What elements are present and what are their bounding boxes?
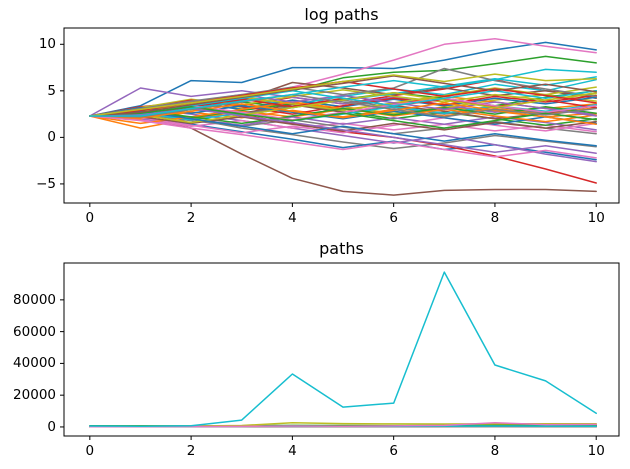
series-line bbox=[89, 115, 597, 132]
series-line bbox=[89, 41, 597, 117]
plot-area bbox=[89, 271, 597, 428]
series-line bbox=[89, 110, 597, 147]
y-tick-label: −5 bbox=[36, 175, 56, 192]
x-tick-label: 2 bbox=[186, 210, 196, 226]
x-tick-label: 6 bbox=[389, 210, 398, 226]
bottom-chart-title: paths bbox=[319, 239, 364, 258]
series-line bbox=[89, 102, 597, 126]
series-line bbox=[89, 115, 597, 134]
x-tick-label: 10 bbox=[587, 210, 605, 226]
series-line bbox=[89, 105, 597, 129]
x-tick-label: 6 bbox=[389, 443, 398, 459]
series-line bbox=[89, 68, 597, 117]
series-line bbox=[89, 91, 597, 124]
series-line bbox=[89, 75, 597, 117]
y-tick-label: 80000 bbox=[13, 291, 56, 308]
series-line bbox=[89, 271, 597, 427]
x-tick-label: 10 bbox=[587, 443, 605, 459]
series-line bbox=[89, 67, 597, 117]
x-tick-label: 8 bbox=[490, 210, 500, 226]
y-tick-label: 40000 bbox=[13, 355, 56, 372]
axes-spine bbox=[63, 262, 620, 437]
series-line bbox=[89, 115, 597, 133]
y-tick-label: 0 bbox=[47, 129, 56, 146]
x-tick-label: 0 bbox=[85, 210, 95, 226]
series-line bbox=[89, 86, 597, 117]
axes-spine bbox=[63, 27, 620, 204]
series-line bbox=[89, 89, 597, 117]
plot-area bbox=[89, 37, 597, 196]
x-tick-label: 2 bbox=[186, 443, 196, 459]
x-tick-label: 0 bbox=[85, 443, 95, 459]
y-tick-label: 0 bbox=[47, 418, 56, 435]
y-tick-label: 20000 bbox=[13, 387, 56, 404]
series-line bbox=[89, 115, 597, 159]
x-tick-label: 8 bbox=[490, 443, 500, 459]
x-tick-label: 4 bbox=[288, 443, 297, 459]
y-tick-label: 60000 bbox=[13, 323, 56, 340]
top-chart-title: log paths bbox=[304, 5, 379, 24]
x-tick-label: 4 bbox=[288, 210, 297, 226]
series-line bbox=[89, 93, 597, 118]
y-tick-label: 10 bbox=[38, 36, 56, 53]
y-tick-label: 5 bbox=[47, 82, 56, 99]
